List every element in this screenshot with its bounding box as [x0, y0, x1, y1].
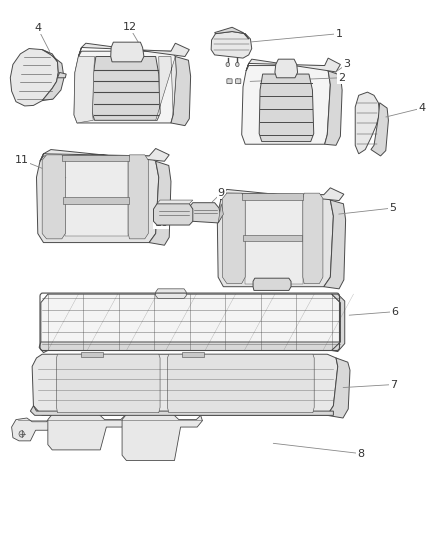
Text: 9: 9: [218, 188, 225, 198]
Polygon shape: [40, 149, 169, 161]
Polygon shape: [111, 42, 144, 62]
Polygon shape: [242, 66, 330, 144]
Polygon shape: [243, 235, 302, 241]
Polygon shape: [39, 342, 340, 353]
Polygon shape: [30, 406, 333, 415]
Text: 3: 3: [343, 60, 350, 69]
Polygon shape: [36, 156, 159, 243]
Circle shape: [236, 62, 239, 67]
Polygon shape: [371, 103, 389, 156]
Polygon shape: [12, 418, 52, 441]
Polygon shape: [92, 56, 160, 120]
Polygon shape: [81, 352, 103, 357]
Polygon shape: [41, 294, 340, 351]
Polygon shape: [57, 354, 160, 413]
Polygon shape: [42, 50, 64, 101]
Circle shape: [226, 62, 230, 67]
Polygon shape: [155, 289, 186, 298]
Text: 11: 11: [14, 155, 28, 165]
FancyBboxPatch shape: [227, 79, 232, 84]
Polygon shape: [215, 27, 249, 39]
FancyBboxPatch shape: [236, 79, 241, 84]
Polygon shape: [327, 358, 350, 418]
Polygon shape: [332, 294, 345, 352]
Polygon shape: [157, 200, 193, 204]
Polygon shape: [128, 155, 148, 239]
Polygon shape: [246, 58, 340, 72]
Polygon shape: [182, 352, 204, 357]
Text: 7: 7: [390, 379, 397, 390]
Polygon shape: [48, 414, 127, 450]
Text: 5: 5: [389, 203, 396, 213]
Polygon shape: [74, 56, 95, 123]
Polygon shape: [11, 49, 58, 106]
Polygon shape: [303, 193, 323, 284]
Text: 6: 6: [391, 306, 398, 317]
Text: 2: 2: [338, 73, 345, 83]
Polygon shape: [155, 56, 176, 120]
Polygon shape: [32, 354, 338, 415]
Polygon shape: [223, 193, 245, 284]
Text: 10: 10: [154, 218, 168, 228]
Polygon shape: [122, 414, 202, 461]
Polygon shape: [211, 31, 252, 58]
Polygon shape: [62, 155, 130, 161]
Polygon shape: [259, 74, 314, 142]
Polygon shape: [253, 278, 291, 290]
Text: 4: 4: [34, 23, 41, 34]
Text: 12: 12: [123, 22, 137, 33]
Polygon shape: [149, 161, 171, 245]
Polygon shape: [189, 203, 221, 223]
Polygon shape: [324, 200, 346, 289]
Polygon shape: [63, 197, 129, 204]
Polygon shape: [74, 51, 176, 123]
Polygon shape: [167, 354, 314, 413]
Polygon shape: [218, 204, 223, 223]
Polygon shape: [245, 198, 303, 284]
Text: 4: 4: [418, 103, 426, 113]
Polygon shape: [42, 155, 65, 239]
Polygon shape: [153, 204, 193, 225]
Circle shape: [19, 431, 24, 437]
Polygon shape: [171, 56, 191, 126]
Text: 8: 8: [357, 449, 364, 458]
Polygon shape: [242, 193, 303, 199]
Polygon shape: [221, 188, 344, 200]
Polygon shape: [57, 72, 66, 78]
Polygon shape: [78, 43, 189, 56]
Polygon shape: [325, 71, 342, 146]
Polygon shape: [355, 92, 380, 154]
Polygon shape: [65, 160, 128, 236]
Text: 1: 1: [336, 29, 343, 39]
Polygon shape: [217, 195, 333, 287]
Polygon shape: [275, 59, 297, 78]
